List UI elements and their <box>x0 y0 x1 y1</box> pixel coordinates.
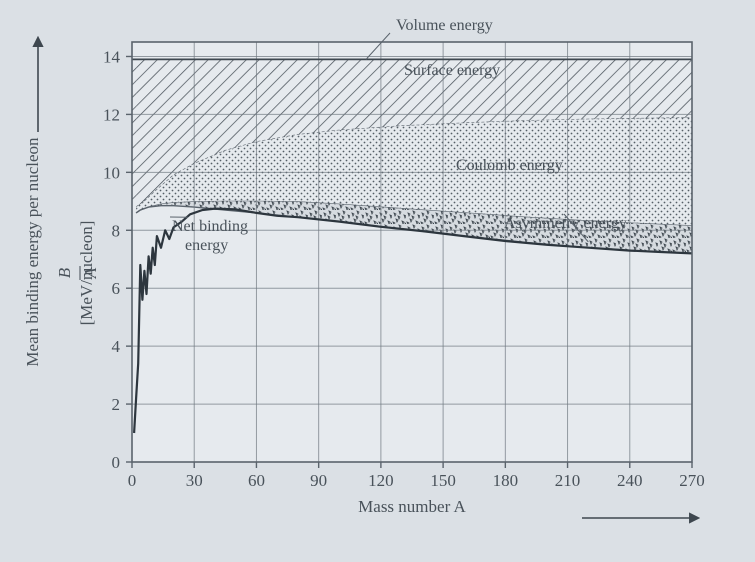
y-axis-fraction-top: B <box>55 267 74 278</box>
y-tick-label: 10 <box>103 163 120 182</box>
coulomb-energy-label: Coulomb energy <box>456 157 563 174</box>
y-tick-label: 14 <box>103 47 121 66</box>
y-tick-label: 6 <box>112 279 121 298</box>
net-binding-energy-label: Net binding <box>172 218 248 235</box>
x-tick-label: 60 <box>248 471 265 490</box>
y-tick-label: 2 <box>112 395 121 414</box>
y-tick-label: 0 <box>112 453 121 472</box>
binding-energy-chart: 0 30 60 90 120 150 180 210 240 270 0 2 4 6 8 10 12 14 Mass… <box>0 0 755 562</box>
x-tick-label: 0 <box>128 471 137 490</box>
x-axis-label: Mass number A <box>358 497 466 516</box>
y-axis-label-outer: Mean binding energy per nucleon <box>23 137 42 367</box>
x-tick-label: 270 <box>679 471 705 490</box>
asymmetry-energy-label: Asymmetry energy <box>504 215 627 232</box>
x-tick-label: 90 <box>310 471 327 490</box>
x-tick-label: 180 <box>493 471 519 490</box>
surface-energy-label: Surface energy <box>404 62 500 79</box>
volume-energy-label: Volume energy <box>396 17 493 34</box>
y-tick-label: 12 <box>103 105 120 124</box>
net-binding-energy-label-2: energy <box>185 237 228 254</box>
x-tick-label: 210 <box>555 471 581 490</box>
x-tick-label: 150 <box>430 471 456 490</box>
x-tick-label: 240 <box>617 471 643 490</box>
y-axis-unit: [MeV/nucleon] <box>77 221 96 326</box>
x-tick-label: 120 <box>368 471 394 490</box>
y-tick-label: 8 <box>112 221 121 240</box>
x-tick-label: 30 <box>186 471 203 490</box>
y-tick-label: 4 <box>112 337 121 356</box>
